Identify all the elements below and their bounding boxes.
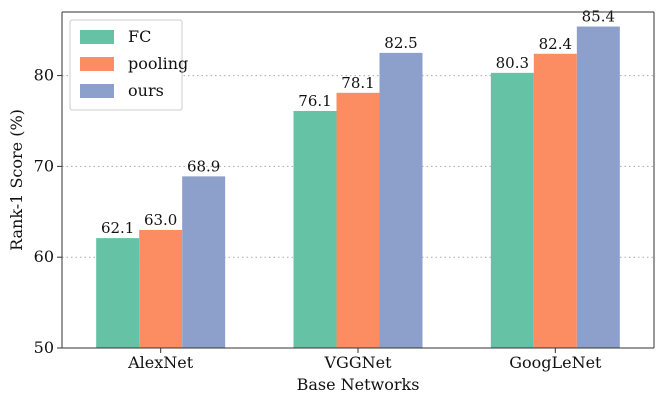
data-label: 82.5: [384, 34, 417, 52]
y-tick-label: 80: [34, 66, 54, 85]
x-axis-label: Base Networks: [297, 375, 420, 394]
bar-ours-AlexNet: [182, 176, 226, 348]
data-label: 63.0: [144, 211, 177, 229]
bar-FC-VGGNet: [293, 110, 337, 348]
bar-ours-VGGNet: [379, 52, 423, 348]
data-label: 82.4: [539, 35, 572, 53]
legend-label-pooling: pooling: [128, 54, 188, 73]
data-label: 80.3: [496, 54, 529, 72]
bar-pooling-VGGNet: [336, 92, 380, 348]
legend-swatch-pooling: [80, 57, 114, 71]
legend-swatch-FC: [80, 30, 114, 44]
bar-FC-AlexNet: [96, 238, 140, 348]
data-label: 85.4: [582, 8, 615, 26]
x-ticks: AlexNet VGGNet GoogLeNet: [127, 348, 602, 372]
y-tick-label: 50: [34, 338, 54, 357]
x-tick-label: AlexNet: [127, 353, 194, 372]
data-label: 68.9: [187, 157, 220, 175]
y-tick-label: 60: [34, 247, 54, 266]
y-axis-label: Rank-1 Score (%): [7, 109, 26, 251]
y-ticks: 50 60 70 80: [34, 66, 62, 357]
legend-swatch-ours: [80, 84, 114, 98]
bar-pooling-AlexNet: [139, 229, 183, 348]
x-tick-label: GoogLeNet: [509, 353, 602, 372]
data-label: 76.1: [298, 92, 331, 110]
legend-label-FC: FC: [128, 27, 151, 46]
bar-ours-GoogLeNet: [576, 26, 620, 349]
bar-FC-GoogLeNet: [490, 72, 534, 348]
data-label: 62.1: [101, 219, 134, 237]
bars: [96, 26, 620, 349]
bar-pooling-GoogLeNet: [533, 53, 577, 348]
x-tick-label: VGGNet: [323, 353, 392, 372]
y-tick-label: 70: [34, 156, 54, 175]
legend-label-ours: ours: [128, 81, 164, 100]
data-label: 78.1: [341, 74, 374, 92]
legend: FC pooling ours: [69, 19, 188, 111]
